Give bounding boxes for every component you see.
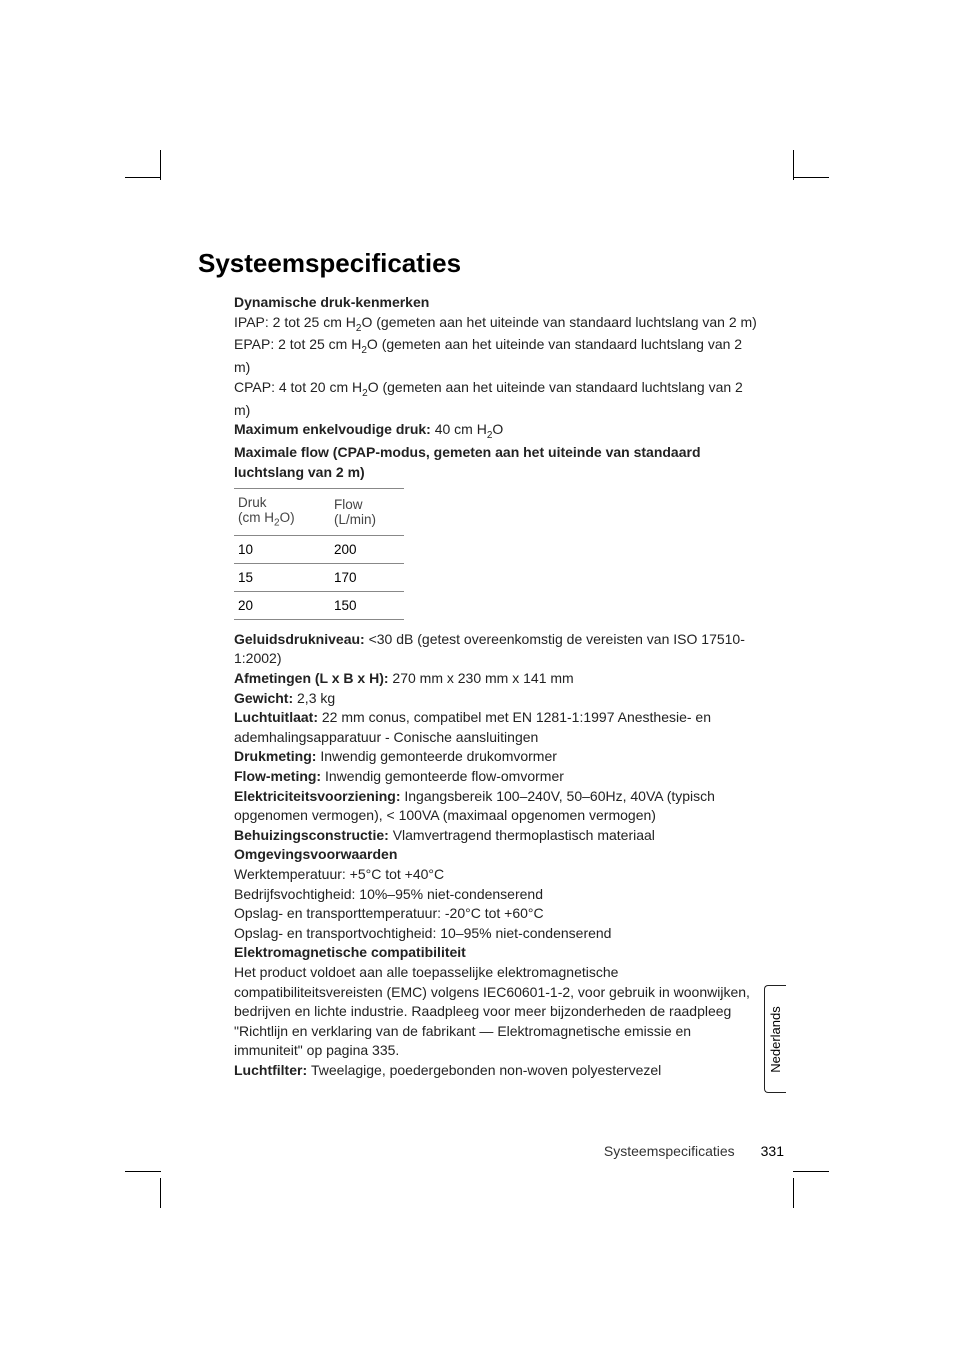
power-supply: Elektriciteitsvoorziening: Ingangsbereik… (234, 787, 758, 826)
table-row: 10200 (234, 535, 404, 563)
env-working-temp: Werktemperatuur: +5°C tot +40°C (234, 865, 758, 885)
page-heading: Systeemspecificaties (198, 248, 774, 279)
env-storage-humidity: Opslag- en transportvochtigheid: 10–95% … (234, 924, 758, 944)
flow-measurement: Flow-meting: Inwendig gemonteerde flow-o… (234, 767, 758, 787)
dynamic-pressure-title: Dynamische druk-kenmerken (234, 293, 758, 313)
epap-line: EPAP: 2 tot 25 cm H2O (gemeten aan het u… (234, 335, 758, 377)
table-header-flow: Flow(L/min) (330, 489, 404, 536)
max-single-pressure: Maximum enkelvoudige druk: 40 cm H2O (234, 420, 758, 443)
page-number: 331 (761, 1143, 784, 1159)
table-row: 15170 (234, 563, 404, 591)
sound-level: Geluidsdrukniveau: <30 dB (getest overee… (234, 630, 758, 669)
flow-table: Druk(cm H2O) Flow(L/min) 10200 15170 201… (234, 488, 404, 620)
env-storage-temp: Opslag- en transporttemperatuur: -20°C t… (234, 904, 758, 924)
language-tab: Nederlands (764, 985, 786, 1093)
dimensions: Afmetingen (L x B x H): 270 mm x 230 mm … (234, 669, 758, 689)
env-title: Omgevingsvoorwaarden (234, 845, 758, 865)
emc-text: Het product voldoet aan alle toepasselij… (234, 963, 758, 1061)
ipap-line: IPAP: 2 tot 25 cm H2O (gemeten aan het u… (234, 313, 758, 336)
cpap-line: CPAP: 4 tot 20 cm H2O (gemeten aan het u… (234, 378, 758, 420)
emc-title: Elektromagnetische compatibiliteit (234, 943, 758, 963)
air-outlet: Luchtuitlaat: 22 mm conus, compatibel me… (234, 708, 758, 747)
air-filter: Luchtfilter: Tweelagige, poedergebonden … (234, 1061, 758, 1081)
table-row: 20150 (234, 591, 404, 619)
footer-section-title: Systeemspecificaties (604, 1143, 735, 1159)
max-flow-title: Maximale flow (CPAP-modus, gemeten aan h… (234, 443, 758, 482)
table-header-pressure: Druk(cm H2O) (234, 489, 330, 536)
housing: Behuizingsconstructie: Vlamvertragend th… (234, 826, 758, 846)
env-working-humidity: Bedrijfsvochtigheid: 10%–95% niet-conden… (234, 885, 758, 905)
weight: Gewicht: 2,3 kg (234, 689, 758, 709)
pressure-measurement: Drukmeting: Inwendig gemonteerde drukomv… (234, 747, 758, 767)
